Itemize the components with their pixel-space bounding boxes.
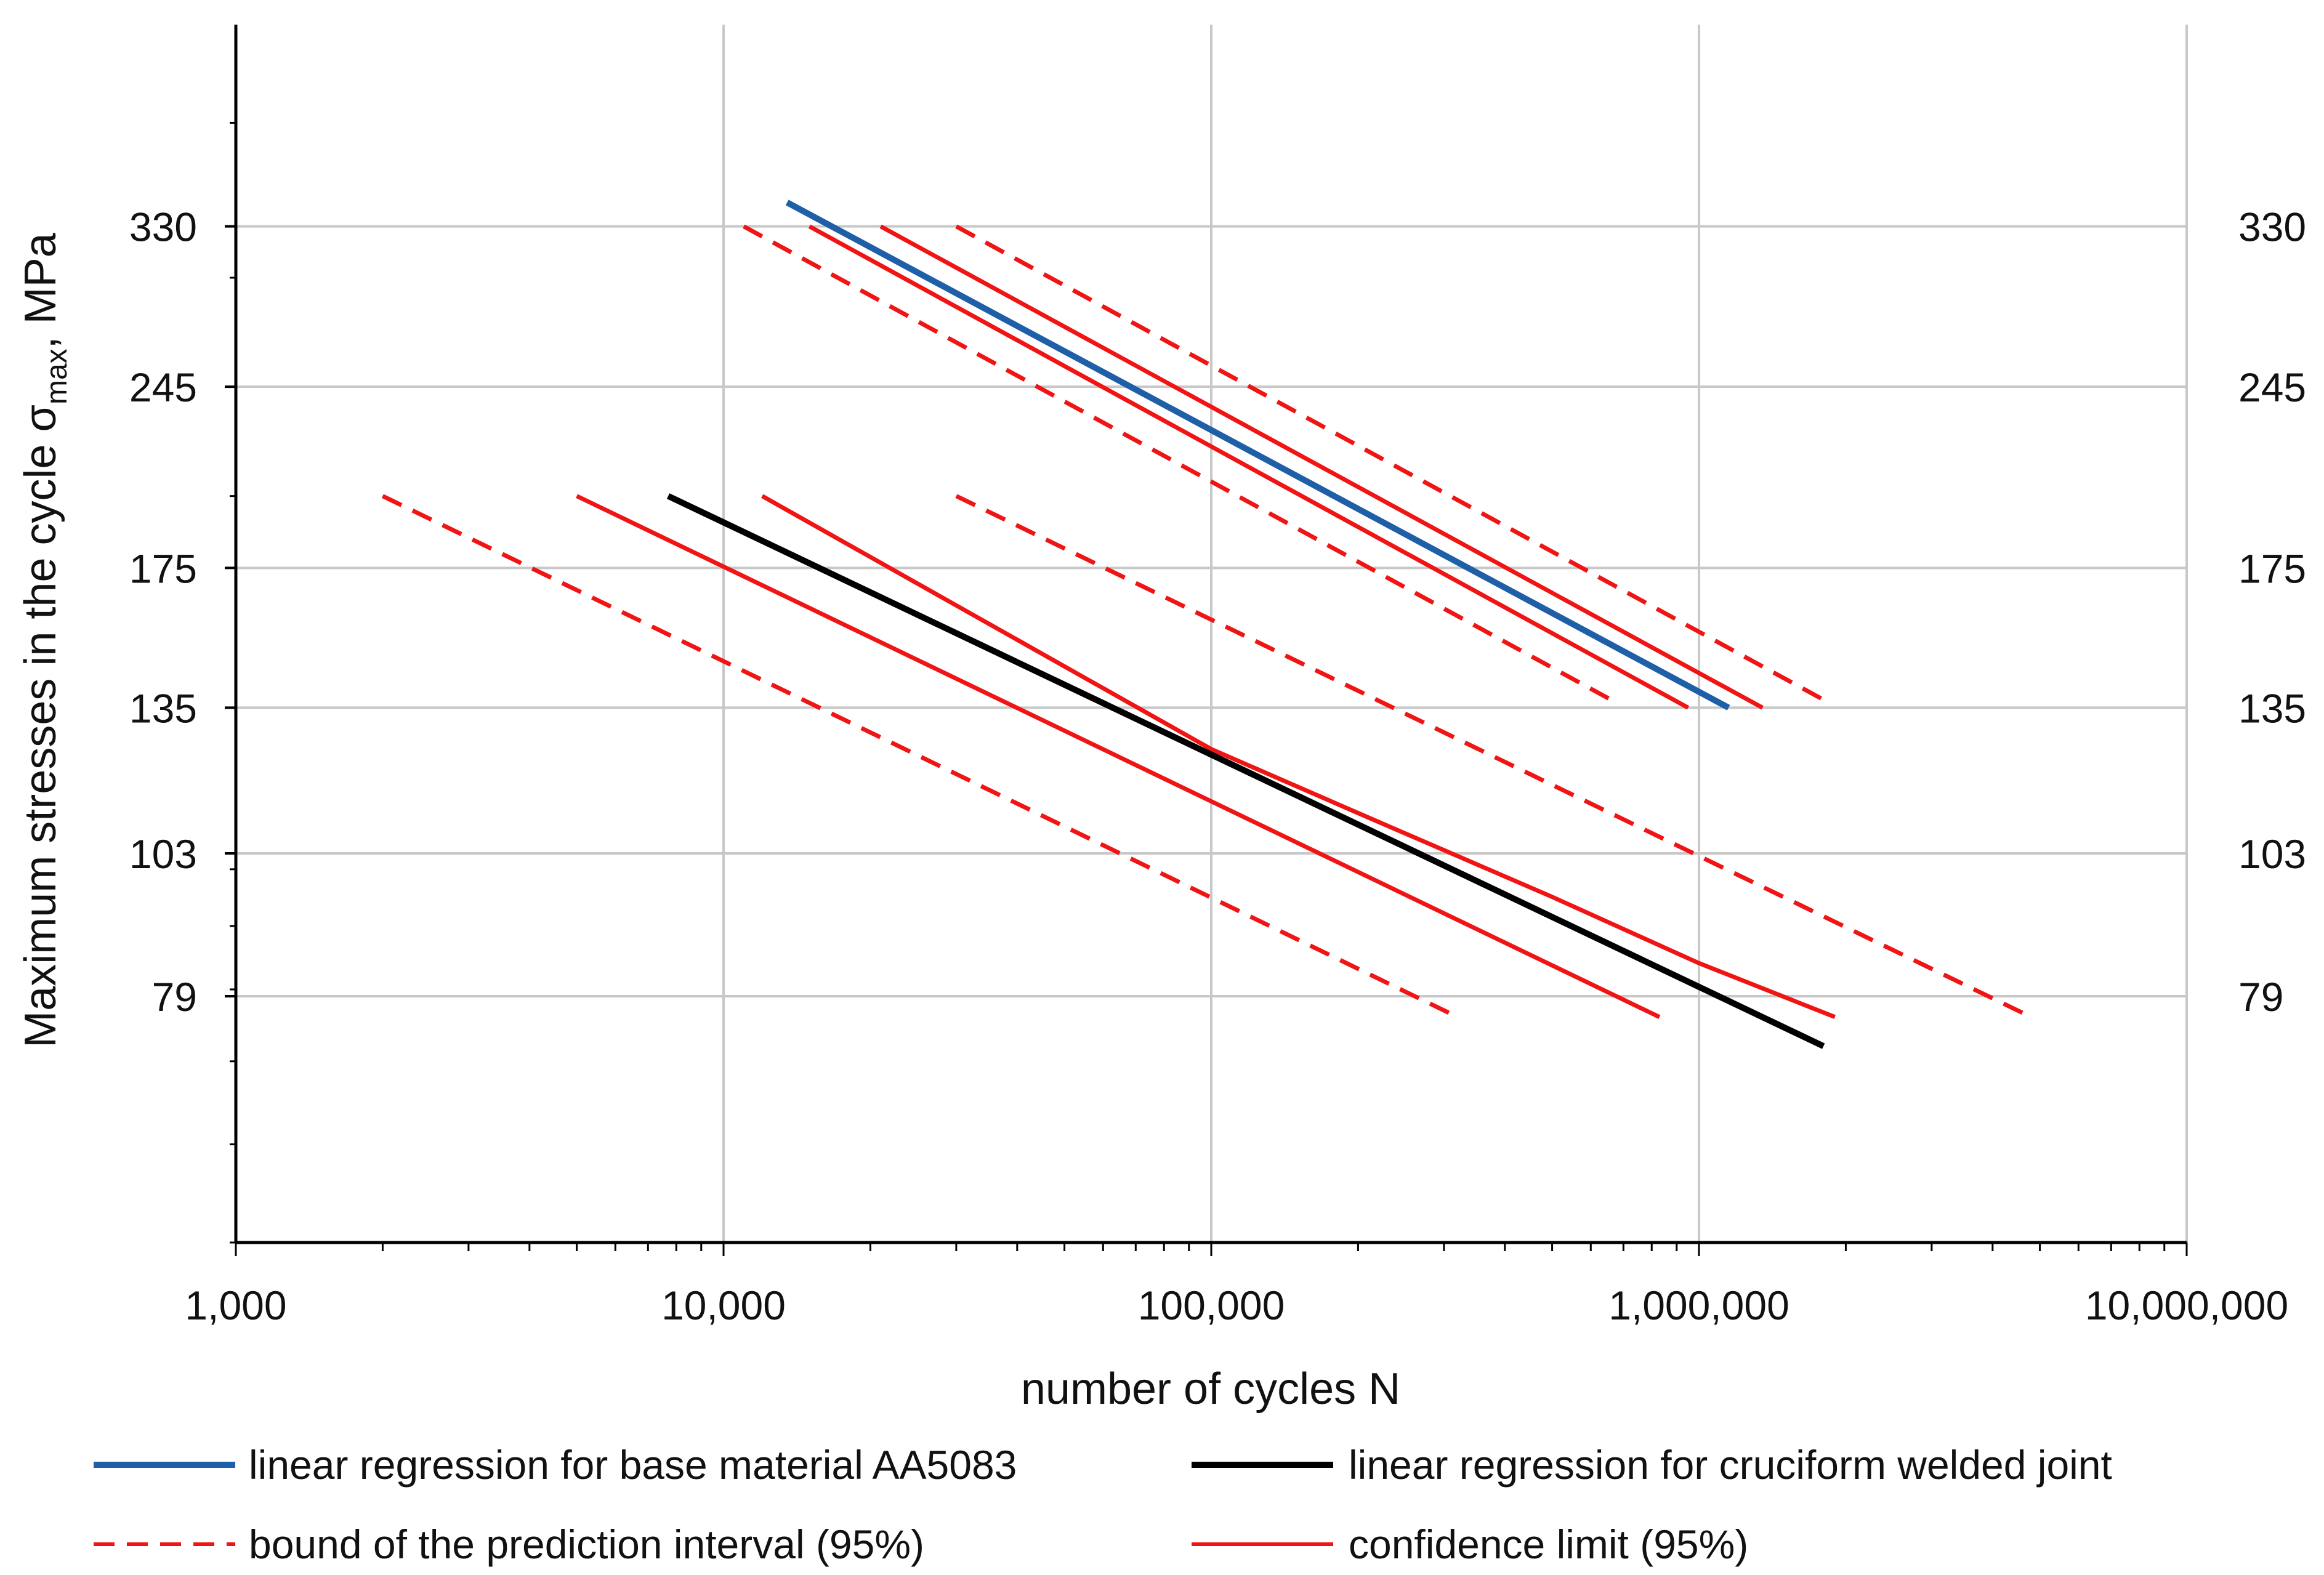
y-tick-label-left: 103 bbox=[129, 831, 197, 877]
grid-lines bbox=[236, 25, 2188, 1243]
legend: linear regression for base material AA50… bbox=[94, 1442, 2112, 1567]
y-tick-label-left: 79 bbox=[152, 974, 197, 1020]
y-tick-label-left: 175 bbox=[129, 546, 197, 591]
legend-item-welded-regression: linear regression for cruciform welded j… bbox=[1192, 1442, 2112, 1488]
legend-item-base-regression: linear regression for base material AA50… bbox=[94, 1442, 1017, 1488]
data-series bbox=[381, 199, 2033, 1049]
x-axis-label: number of cycles N bbox=[1021, 1364, 1400, 1414]
series-line-base-upper-confidence-limit bbox=[879, 224, 1764, 710]
y-tick-label-right: 103 bbox=[2238, 831, 2306, 877]
y-tick-label-left: 135 bbox=[129, 685, 197, 731]
tick-labels: 1,000 10,000 100,000 1,000,000 10,000,000 79 7… bbox=[129, 204, 2306, 1328]
legend-label-base-regression: linear regression for base material AA50… bbox=[249, 1442, 1017, 1488]
y-axis-label-unit: , MPa bbox=[16, 232, 65, 348]
y-axis-label-subscript: max bbox=[41, 348, 73, 405]
y-tick-label-right: 135 bbox=[2238, 685, 2306, 731]
minor-ticks bbox=[225, 121, 2188, 1256]
y-tick-label-left: 245 bbox=[129, 365, 197, 410]
y-tick-label-right: 330 bbox=[2238, 204, 2306, 250]
axes bbox=[234, 25, 2187, 1244]
x-tick-label: 10,000,000 bbox=[2085, 1283, 2288, 1328]
legend-label-confidence-limit: confidence limit (95%) bbox=[1349, 1521, 1748, 1567]
series-line-base-upper-prediction-bound bbox=[955, 224, 1825, 702]
legend-item-confidence-limit: confidence limit (95%) bbox=[1192, 1521, 1748, 1567]
y-tick-label-right: 79 bbox=[2238, 974, 2283, 1020]
legend-label-prediction-bound: bound of the prediction interval (95%) bbox=[249, 1521, 924, 1567]
x-tick-label: 1,000,000 bbox=[1608, 1283, 1789, 1328]
y-axis-label: Maximum stresses in the cycle σmax, MPa bbox=[16, 232, 73, 1047]
legend-label-welded-regression: linear regression for cruciform welded j… bbox=[1349, 1442, 2112, 1488]
y-tick-label-left: 330 bbox=[129, 204, 197, 250]
x-tick-label: 1,000 bbox=[185, 1283, 286, 1328]
y-tick-label-right: 245 bbox=[2238, 365, 2306, 410]
series-line-linear-regression-for-base-material-aa5083 bbox=[785, 199, 1730, 711]
x-tick-label: 10,000 bbox=[661, 1283, 786, 1328]
y-axis-label-main: Maximum stresses in the cycle σ bbox=[16, 405, 65, 1048]
x-tick-label: 100,000 bbox=[1138, 1283, 1285, 1328]
series-line-welded-lower-confidence-limit bbox=[576, 494, 1661, 1019]
series-line-linear-regression-for-cruciform-welded-joint bbox=[666, 493, 1825, 1049]
legend-item-prediction-bound: bound of the prediction interval (95%) bbox=[94, 1521, 924, 1567]
series-line-confidence-limit-95 bbox=[808, 224, 1690, 710]
series-line-bound-of-the-prediction-interval-95 bbox=[743, 224, 1612, 702]
series-line-welded-upper-confidence-limit bbox=[761, 494, 1836, 1020]
series-line-welded-lower-prediction-bound bbox=[381, 494, 1459, 1019]
y-tick-label-right: 175 bbox=[2238, 546, 2306, 591]
